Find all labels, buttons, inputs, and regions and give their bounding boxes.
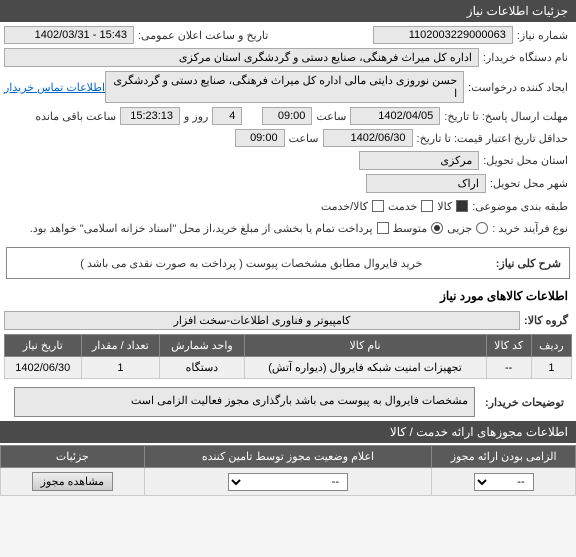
main-container: جزئیات اطلاعات نیاز شماره نیاز: 11020032… — [0, 0, 576, 496]
radio-partial[interactable] — [476, 222, 488, 234]
payment-note: پرداخت تمام یا بخشی از مبلغ خرید،از محل … — [4, 222, 377, 235]
deadline-time: 09:00 — [262, 107, 312, 125]
days-label: روز و — [180, 110, 212, 123]
city-field: اراک — [366, 174, 486, 193]
col-name: نام کالا — [244, 335, 486, 357]
goods-section: گروه کالا: کامپیوتر و فناوری اطلاعات-سخت… — [0, 307, 576, 383]
col-qty: تعداد / مقدار — [81, 335, 160, 357]
goods-header-row: ردیف کد کالا نام کالا واحد شمارش تعداد /… — [5, 335, 572, 357]
row-min-valid: حداقل تاریخ اعتبار قیمت: تا تاریخ: 1402/… — [4, 127, 572, 149]
cell-status: -- — [144, 468, 432, 496]
days-field: 4 — [212, 107, 242, 125]
desc-box: شرح کلی نیاز: خرید فایروال مطابق مشخصات … — [6, 247, 570, 279]
process-label: نوع فرآیند خرید : — [488, 222, 572, 235]
proc-medium: متوسط — [389, 222, 432, 235]
status-select[interactable]: -- — [228, 473, 348, 491]
col-details: جزئیات — [1, 446, 145, 468]
row-category: طبقه بندی موضوعی: کالا خدمت کالا/خدمت — [4, 195, 572, 217]
buyer-notes-label: توضیحات خریدار: — [481, 396, 568, 409]
row-deadline: مهلت ارسال پاسخ: تا تاریخ: 1402/04/05 سا… — [4, 105, 572, 127]
cb-both[interactable] — [372, 200, 384, 212]
cell-unit: دستگاه — [160, 357, 244, 379]
group-label: گروه کالا: — [520, 314, 572, 327]
buyer-org-field: اداره کل میراث فرهنگی، صنایع دستی و گردش… — [4, 48, 479, 67]
min-valid-date: 1402/06/30 — [323, 129, 413, 147]
need-no-field: 1102003229000063 — [373, 26, 513, 44]
announce-field: 15:43 - 1402/03/31 — [4, 26, 134, 44]
desc-title-label: شرح کلی نیاز: — [492, 257, 565, 270]
col-status: اعلام وضعیت مجوز توسط تامین کننده — [144, 446, 432, 468]
desc-title-text: خرید فایروال مطابق مشخصات پیوست ( پرداخت… — [11, 257, 492, 270]
footer-title: اطلاعات مجوزهای ارائه خدمت / کالا — [390, 425, 568, 439]
buyer-notes-text: مشخصات فایروال به پیوست می باشد بارگذاری… — [131, 395, 468, 407]
proc-partial: جزیی — [443, 222, 476, 235]
row-city: شهر محل تحویل: اراک — [4, 172, 572, 195]
cb-service[interactable] — [421, 200, 433, 212]
announce-label: تاریخ و ساعت اعلان عمومی: — [134, 29, 272, 42]
group-field: کامپیوتر و فناوری اطلاعات-سخت افزار — [4, 311, 520, 330]
category-label: طبقه بندی موضوعی: — [468, 200, 572, 213]
col-date: تاریخ نیاز — [5, 335, 82, 357]
table-row: 1 -- تجهیزات امنیت شبکه فایروال (دیواره … — [5, 357, 572, 379]
col-code: کد کالا — [486, 335, 531, 357]
cell-row: 1 — [531, 357, 571, 379]
city-label: شهر محل تحویل: — [486, 177, 572, 190]
goods-table: ردیف کد کالا نام کالا واحد شمارش تعداد /… — [4, 334, 572, 379]
min-valid-time: 09:00 — [235, 129, 285, 147]
cb-payment[interactable] — [377, 222, 389, 234]
header-bar: جزئیات اطلاعات نیاز — [0, 0, 576, 22]
row-process: نوع فرآیند خرید : جزیی متوسط پرداخت تمام… — [4, 217, 572, 239]
row-province: استان محل تحویل: مرکزی — [4, 149, 572, 172]
remain-label: ساعت باقی مانده — [31, 110, 120, 123]
deadline-label: مهلت ارسال پاسخ: تا تاریخ: — [440, 110, 572, 123]
time-label-2: ساعت — [285, 132, 323, 145]
cat-service: خدمت — [384, 200, 421, 213]
creator-label: ایجاد کننده درخواست: — [464, 81, 572, 94]
view-permit-button[interactable]: مشاهده مجوز — [32, 472, 113, 491]
cell-details: مشاهده مجوز — [1, 468, 145, 496]
cell-code: -- — [486, 357, 531, 379]
cell-date: 1402/06/30 — [5, 357, 82, 379]
cb-goods[interactable] — [456, 200, 468, 212]
col-row: ردیف — [531, 335, 571, 357]
goods-section-title: اطلاعات کالاهای مورد نیاز — [0, 285, 576, 307]
col-unit: واحد شمارش — [160, 335, 244, 357]
form-section: شماره نیاز: 1102003229000063 تاریخ و ساع… — [0, 22, 576, 241]
permit-row: -- -- مشاهده مجوز — [1, 468, 576, 496]
row-need-no: شماره نیاز: 1102003229000063 تاریخ و ساع… — [4, 24, 572, 46]
permit-header-row: الزامی بودن ارائه مجوز اعلام وضعیت مجوز … — [1, 446, 576, 468]
buyer-notes-box: مشخصات فایروال به پیوست می باشد بارگذاری… — [14, 387, 475, 417]
min-valid-label: حداقل تاریخ اعتبار قیمت: تا تاریخ: — [413, 132, 572, 145]
row-buyer-notes: توضیحات خریدار: مشخصات فایروال به پیوست … — [0, 383, 576, 421]
remain-field: 15:23:13 — [120, 107, 180, 125]
need-no-label: شماره نیاز: — [513, 29, 572, 42]
cat-goods: کالا — [433, 200, 456, 213]
province-label: استان محل تحویل: — [479, 154, 572, 167]
cell-mandatory: -- — [432, 468, 576, 496]
creator-field: حسن نوروزی دایتی مالی اداره کل میراث فره… — [105, 71, 464, 103]
cell-qty: 1 — [81, 357, 160, 379]
cat-both: کالا/خدمت — [317, 200, 372, 213]
contact-link[interactable]: اطلاعات تماس خریدار — [4, 81, 105, 94]
province-field: مرکزی — [359, 151, 479, 170]
row-creator: ایجاد کننده درخواست: حسن نوروزی دایتی ما… — [4, 69, 572, 105]
row-group: گروه کالا: کامپیوتر و فناوری اطلاعات-سخت… — [4, 309, 572, 332]
cell-name: تجهیزات امنیت شبکه فایروال (دیواره آتش) — [244, 357, 486, 379]
permit-table: الزامی بودن ارائه مجوز اعلام وضعیت مجوز … — [0, 445, 576, 496]
radio-medium[interactable] — [431, 222, 443, 234]
header-title: جزئیات اطلاعات نیاز — [467, 4, 568, 18]
time-label-1: ساعت — [312, 110, 350, 123]
footer-bar: اطلاعات مجوزهای ارائه خدمت / کالا — [0, 421, 576, 443]
col-mandatory: الزامی بودن ارائه مجوز — [432, 446, 576, 468]
buyer-org-label: نام دستگاه خریدار: — [479, 51, 572, 64]
row-buyer-org: نام دستگاه خریدار: اداره کل میراث فرهنگی… — [4, 46, 572, 69]
deadline-date: 1402/04/05 — [350, 107, 440, 125]
mandatory-select[interactable]: -- — [474, 473, 534, 491]
